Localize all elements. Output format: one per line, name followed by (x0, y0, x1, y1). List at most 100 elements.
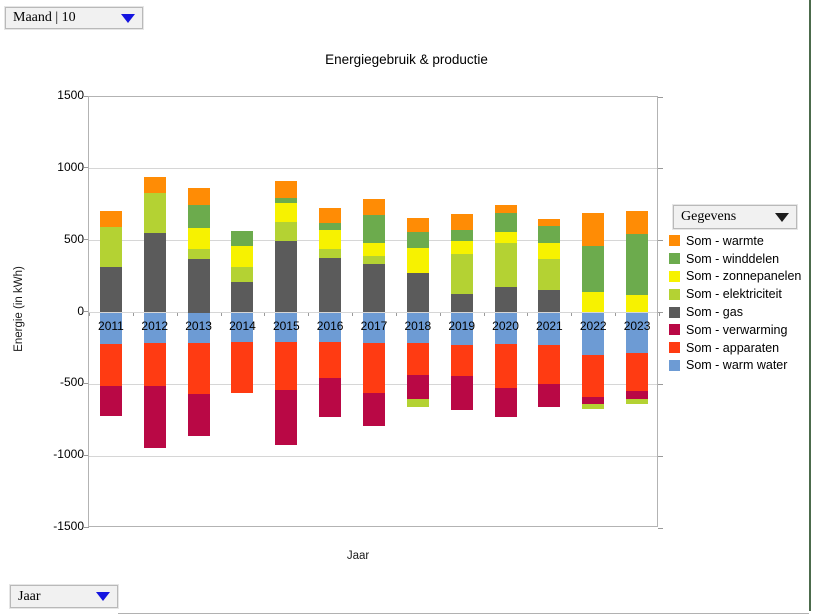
bar-segment (363, 242, 385, 257)
gridline (89, 455, 657, 457)
y-tick-mark (658, 96, 663, 98)
bar-segment (363, 264, 385, 313)
x-category-label: 2014 (229, 318, 256, 333)
y-tick-mark (84, 167, 89, 169)
x-category-label: 2019 (448, 318, 476, 333)
x-axis-tick (483, 312, 485, 316)
x-axis-tick (527, 312, 529, 316)
bar-segment (99, 267, 122, 313)
legend-item: Som - elektriciteit (669, 285, 801, 303)
bar-segment (582, 292, 605, 313)
dropdown-arrow-icon (121, 13, 135, 23)
bar-segment (319, 257, 342, 313)
bar-segment (626, 211, 649, 235)
bar-segment (143, 312, 166, 343)
x-axis-tick (395, 312, 397, 316)
x-category-label: 2016 (316, 318, 344, 333)
x-axis-tick (220, 312, 222, 316)
legend-color-chip (669, 288, 680, 300)
bar-segment (99, 211, 122, 227)
y-tick-mark (84, 239, 89, 241)
bar-segment (538, 258, 561, 290)
bar-segment (494, 387, 517, 417)
bar-segment (99, 312, 122, 345)
bar-segment (494, 312, 517, 345)
bar-segment (538, 289, 561, 313)
row-field-dropdown[interactable]: Maand | 10 (5, 7, 143, 29)
chart-title: Energiegebruik & productie (325, 52, 488, 67)
dropdown-arrow-icon (775, 212, 789, 222)
bar-segment (450, 241, 473, 255)
x-axis-tick (264, 312, 266, 316)
bar-segment (626, 398, 649, 405)
bar-segment (275, 341, 298, 391)
x-category-label: 2020 (492, 318, 519, 333)
bar-segment (406, 399, 429, 407)
bar-segment (319, 223, 342, 230)
bar-segment (99, 227, 122, 268)
legend-item: Som - warm water (669, 357, 801, 375)
chart-right-edge (809, 0, 811, 611)
bar-segment (363, 343, 385, 393)
y-tick-mark (84, 526, 89, 528)
chart-bottom-edge (118, 613, 809, 614)
x-axis-tick (659, 312, 660, 316)
bar-segment (363, 312, 385, 344)
x-category-label: 2018 (404, 318, 432, 333)
y-tick-label: 1500 (57, 88, 84, 102)
bar-segment (231, 246, 254, 268)
x-category-label: 2011 (98, 318, 124, 333)
chart-legend: Som - warmte Som - winddelen Som - zonnepa… (669, 232, 801, 374)
column-field-dropdown[interactable]: Jaar (10, 585, 118, 608)
bar-segment (582, 312, 605, 355)
bar-segment (187, 248, 210, 259)
bar-segment (494, 242, 517, 288)
x-category-label: 2015 (272, 318, 300, 333)
bar-segment (143, 176, 166, 193)
legend-label: Som - warm water (686, 358, 788, 373)
legend-label: Som - gas (686, 305, 743, 320)
y-tick-label: -1500 (53, 519, 84, 533)
legend-label: Som - apparaten (686, 340, 780, 355)
bar-segment (231, 267, 254, 282)
x-category-label: 2021 (536, 318, 563, 333)
y-tick-label: 500 (63, 231, 84, 246)
bar-segment (319, 248, 342, 258)
dropdown-arrow-icon (96, 592, 110, 601)
bar-segment (275, 181, 298, 198)
x-axis-tick (439, 312, 441, 316)
bar-segment (231, 281, 254, 313)
legend-color-chip (669, 324, 680, 336)
bar-segment (319, 312, 342, 342)
column-field-label: Jaar (18, 588, 41, 604)
bar-segment (582, 245, 605, 293)
bar-segment (406, 312, 429, 343)
bar-segment (406, 374, 429, 400)
legend-label: Som - warmte (686, 233, 764, 248)
bar-segment (406, 218, 429, 233)
bar-segment (494, 344, 517, 388)
x-category-label: 2017 (360, 318, 388, 333)
legend-label: Som - zonnepanelen (686, 269, 802, 284)
bar-segment (582, 404, 605, 410)
y-axis-title: Energie (in kWh) (13, 266, 25, 352)
bar-segment (406, 232, 429, 248)
bar-segment (275, 203, 298, 222)
legend-color-chip (669, 359, 680, 371)
bar-segment (319, 341, 342, 378)
y-tick-label: -1000 (53, 447, 84, 462)
bar-segment (363, 214, 385, 243)
bar-segment (187, 188, 210, 205)
x-axis-tick (132, 312, 134, 316)
bar-segment (187, 258, 210, 313)
y-tick-mark (658, 527, 663, 529)
bar-segment (538, 219, 561, 227)
bar-segment (275, 221, 298, 241)
data-field-dropdown[interactable]: Gegevens (673, 205, 797, 229)
y-tick-mark (658, 383, 663, 385)
bar-segment (275, 197, 298, 204)
bar-segment (406, 247, 429, 273)
y-tick-label: -500 (59, 375, 84, 390)
legend-item: Som - apparaten (669, 339, 801, 357)
bar-segment (187, 204, 210, 228)
